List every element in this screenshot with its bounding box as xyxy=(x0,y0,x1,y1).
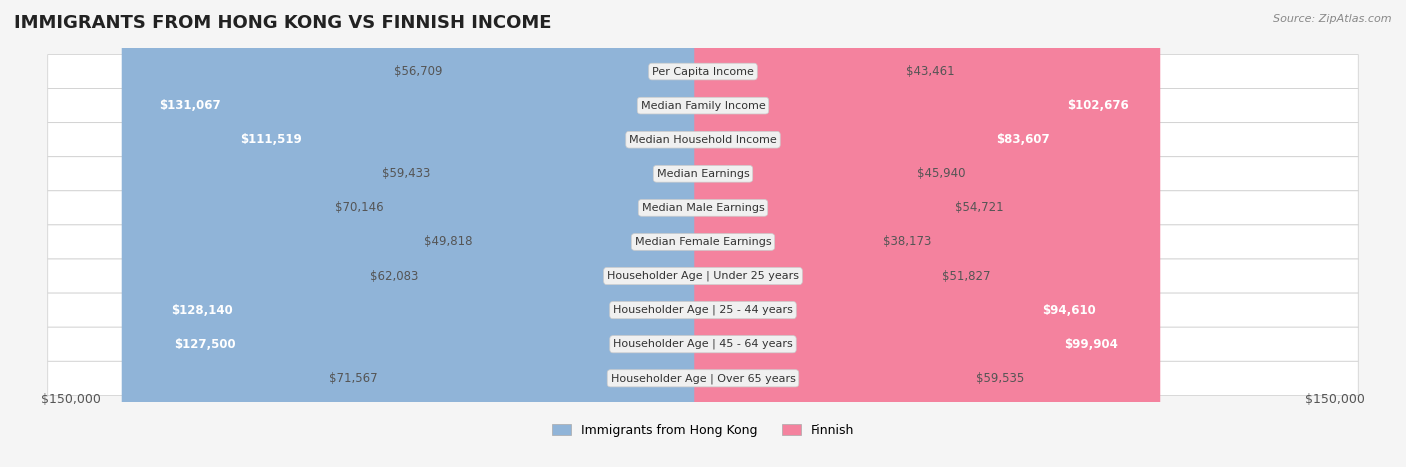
Text: $59,535: $59,535 xyxy=(976,372,1025,385)
Text: Median Family Income: Median Family Income xyxy=(641,100,765,111)
FancyBboxPatch shape xyxy=(695,0,1160,467)
FancyBboxPatch shape xyxy=(48,157,1358,191)
FancyBboxPatch shape xyxy=(48,327,1358,361)
Text: Householder Age | Under 25 years: Householder Age | Under 25 years xyxy=(607,271,799,281)
FancyBboxPatch shape xyxy=(695,0,1125,467)
Text: $150,000: $150,000 xyxy=(41,393,101,406)
Text: $94,610: $94,610 xyxy=(1042,304,1095,317)
Text: $70,146: $70,146 xyxy=(335,201,384,214)
FancyBboxPatch shape xyxy=(477,0,711,467)
FancyBboxPatch shape xyxy=(48,191,1358,225)
FancyBboxPatch shape xyxy=(447,0,711,467)
FancyBboxPatch shape xyxy=(48,55,1358,89)
FancyBboxPatch shape xyxy=(695,0,950,467)
FancyBboxPatch shape xyxy=(695,0,1077,467)
FancyBboxPatch shape xyxy=(695,0,912,467)
FancyBboxPatch shape xyxy=(695,0,938,467)
FancyBboxPatch shape xyxy=(695,0,1149,467)
FancyBboxPatch shape xyxy=(695,0,879,467)
FancyBboxPatch shape xyxy=(122,0,711,467)
Text: $99,904: $99,904 xyxy=(1064,338,1118,351)
FancyBboxPatch shape xyxy=(48,89,1358,123)
Text: $49,818: $49,818 xyxy=(423,235,472,248)
FancyBboxPatch shape xyxy=(48,293,1358,327)
Text: $131,067: $131,067 xyxy=(159,99,221,112)
Text: Source: ZipAtlas.com: Source: ZipAtlas.com xyxy=(1274,14,1392,24)
FancyBboxPatch shape xyxy=(48,123,1358,157)
FancyBboxPatch shape xyxy=(423,0,711,467)
Text: $45,940: $45,940 xyxy=(917,167,966,180)
Text: $71,567: $71,567 xyxy=(329,372,377,385)
Text: $102,676: $102,676 xyxy=(1067,99,1129,112)
Text: $56,709: $56,709 xyxy=(394,65,441,78)
Text: Householder Age | 45 - 64 years: Householder Age | 45 - 64 years xyxy=(613,339,793,349)
FancyBboxPatch shape xyxy=(695,0,972,467)
Text: Householder Age | Over 65 years: Householder Age | Over 65 years xyxy=(610,373,796,383)
Text: $150,000: $150,000 xyxy=(1305,393,1365,406)
FancyBboxPatch shape xyxy=(138,0,711,467)
Text: Median Household Income: Median Household Income xyxy=(628,134,778,145)
Text: Median Earnings: Median Earnings xyxy=(657,169,749,179)
FancyBboxPatch shape xyxy=(48,225,1358,259)
FancyBboxPatch shape xyxy=(207,0,711,467)
Text: $59,433: $59,433 xyxy=(382,167,430,180)
Text: $43,461: $43,461 xyxy=(905,65,955,78)
Text: $38,173: $38,173 xyxy=(883,235,931,248)
FancyBboxPatch shape xyxy=(48,259,1358,293)
FancyBboxPatch shape xyxy=(381,0,711,467)
FancyBboxPatch shape xyxy=(695,0,901,467)
FancyBboxPatch shape xyxy=(48,361,1358,396)
Text: Per Capita Income: Per Capita Income xyxy=(652,67,754,77)
Text: $54,721: $54,721 xyxy=(955,201,1004,214)
Text: Median Female Earnings: Median Female Earnings xyxy=(634,237,772,247)
Text: $127,500: $127,500 xyxy=(174,338,236,351)
Text: $83,607: $83,607 xyxy=(997,133,1050,146)
Text: IMMIGRANTS FROM HONG KONG VS FINNISH INCOME: IMMIGRANTS FROM HONG KONG VS FINNISH INC… xyxy=(14,14,551,32)
Text: $128,140: $128,140 xyxy=(172,304,233,317)
FancyBboxPatch shape xyxy=(388,0,711,467)
Text: Householder Age | 25 - 44 years: Householder Age | 25 - 44 years xyxy=(613,305,793,315)
Text: Median Male Earnings: Median Male Earnings xyxy=(641,203,765,213)
Legend: Immigrants from Hong Kong, Finnish: Immigrants from Hong Kong, Finnish xyxy=(547,419,859,442)
FancyBboxPatch shape xyxy=(135,0,711,467)
Text: $62,083: $62,083 xyxy=(370,269,419,283)
Text: $51,827: $51,827 xyxy=(942,269,991,283)
Text: $111,519: $111,519 xyxy=(240,133,302,146)
FancyBboxPatch shape xyxy=(434,0,711,467)
